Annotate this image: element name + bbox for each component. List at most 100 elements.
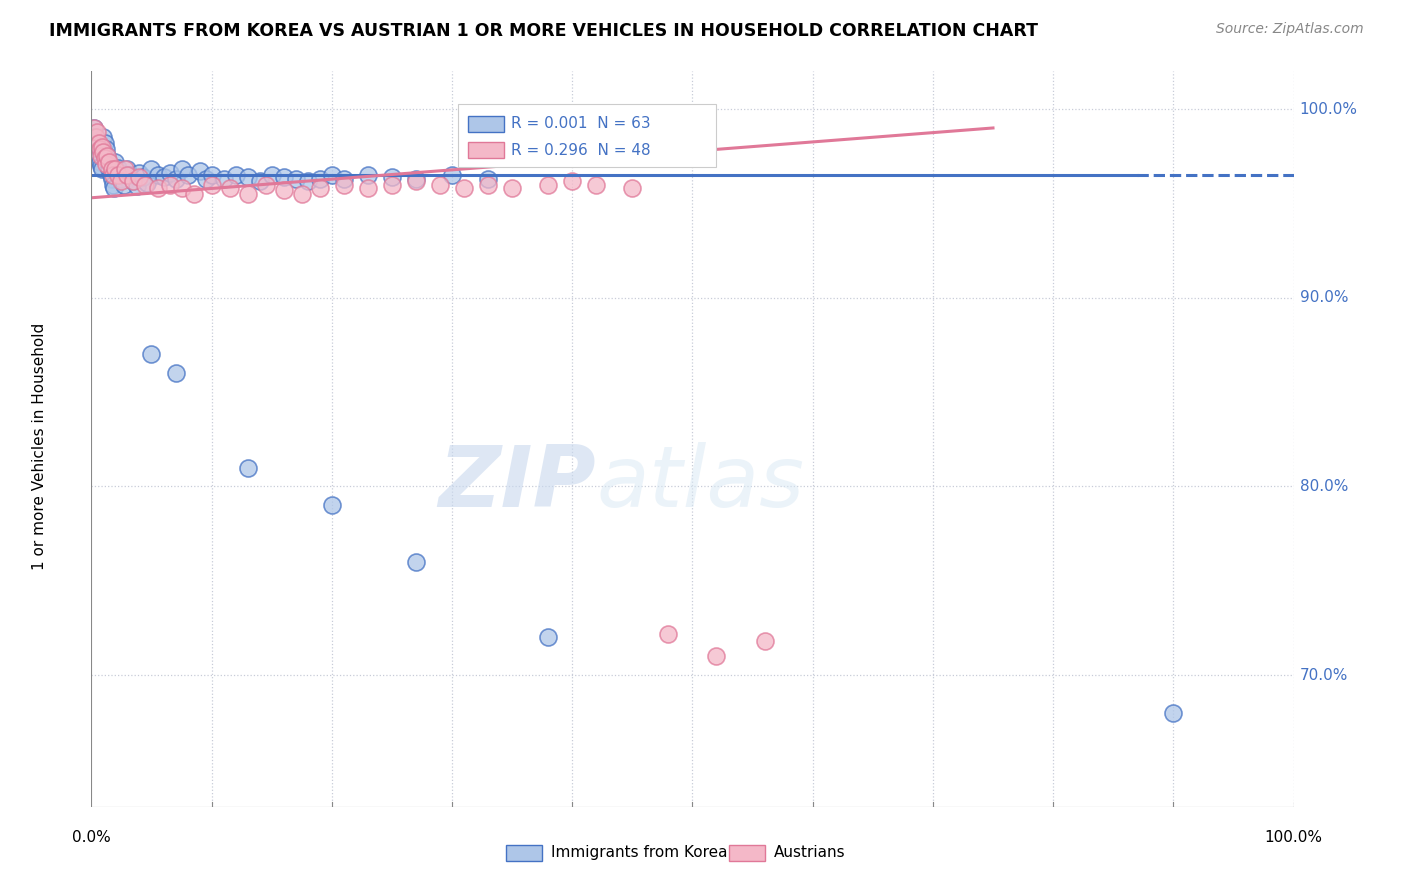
Point — [87, 136, 110, 150]
Point — [405, 172, 427, 186]
Point — [141, 347, 163, 361]
Point — [94, 157, 117, 171]
Point — [90, 149, 112, 163]
Point — [152, 169, 174, 184]
Point — [333, 172, 356, 186]
Point — [104, 155, 127, 169]
Point — [117, 162, 139, 177]
Point — [754, 634, 776, 648]
Text: Immigrants from Korea: Immigrants from Korea — [551, 846, 727, 861]
Bar — [506, 845, 543, 861]
Point — [90, 159, 112, 173]
Point — [84, 130, 107, 145]
Point — [117, 168, 139, 182]
Point — [212, 172, 235, 186]
Point — [381, 169, 404, 184]
Point — [297, 174, 319, 188]
Point — [284, 172, 307, 186]
Point — [101, 178, 124, 192]
Point — [165, 366, 187, 380]
Point — [201, 168, 224, 182]
Point — [440, 168, 463, 182]
Point — [135, 176, 157, 190]
Point — [112, 178, 135, 192]
Point — [128, 169, 150, 184]
Point — [122, 174, 145, 188]
Text: ZIP: ZIP — [439, 442, 596, 525]
Point — [453, 181, 475, 195]
Point — [93, 145, 115, 160]
FancyBboxPatch shape — [458, 104, 717, 167]
Point — [201, 178, 224, 192]
Text: 100.0%: 100.0% — [1299, 102, 1358, 117]
Point — [706, 649, 728, 664]
Point — [561, 174, 583, 188]
Point — [176, 168, 198, 182]
Point — [225, 168, 247, 182]
Point — [84, 130, 107, 145]
Text: R = 0.001  N = 63: R = 0.001 N = 63 — [510, 116, 651, 131]
Point — [104, 162, 127, 177]
Point — [83, 120, 105, 135]
Point — [118, 168, 141, 182]
Point — [218, 181, 240, 195]
Point — [87, 149, 110, 163]
Text: 1 or more Vehicles in Household: 1 or more Vehicles in Household — [32, 322, 46, 570]
Point — [308, 181, 330, 195]
Point — [236, 187, 259, 202]
Point — [91, 140, 114, 154]
Point — [128, 166, 150, 180]
Point — [84, 140, 107, 154]
Point — [357, 181, 380, 195]
Point — [93, 151, 115, 165]
Point — [146, 181, 169, 195]
Point — [146, 168, 169, 182]
Point — [170, 162, 193, 177]
Point — [96, 149, 118, 163]
Point — [429, 178, 451, 192]
Point — [477, 172, 499, 186]
Point — [585, 178, 607, 192]
Point — [134, 178, 156, 192]
Point — [98, 162, 121, 177]
Point — [501, 181, 523, 195]
Text: R = 0.296  N = 48: R = 0.296 N = 48 — [510, 143, 651, 158]
Point — [477, 178, 499, 192]
Point — [93, 130, 115, 145]
Text: 100.0%: 100.0% — [1264, 830, 1323, 845]
Point — [89, 155, 111, 169]
Point — [110, 166, 132, 180]
Point — [110, 172, 132, 186]
Point — [405, 174, 427, 188]
Point — [103, 181, 125, 195]
Text: 80.0%: 80.0% — [1299, 479, 1348, 494]
Point — [141, 162, 163, 177]
Point — [537, 178, 560, 192]
Text: Austrians: Austrians — [775, 846, 846, 861]
Point — [405, 555, 427, 569]
Point — [308, 172, 330, 186]
Point — [333, 178, 356, 192]
Point — [170, 181, 193, 195]
Point — [291, 187, 314, 202]
Point — [114, 162, 136, 177]
Point — [86, 125, 108, 139]
Point — [97, 155, 120, 169]
Point — [125, 179, 148, 194]
Point — [273, 169, 295, 184]
Point — [236, 460, 259, 475]
Point — [98, 155, 121, 169]
Point — [1161, 706, 1184, 720]
Text: 0.0%: 0.0% — [72, 830, 111, 845]
Point — [249, 174, 271, 188]
Point — [101, 172, 124, 186]
Bar — [728, 845, 765, 861]
Point — [83, 120, 105, 135]
Bar — [468, 116, 503, 132]
Point — [107, 161, 129, 175]
Point — [321, 499, 343, 513]
Point — [321, 168, 343, 182]
Bar — [468, 142, 503, 158]
Point — [537, 631, 560, 645]
Point — [236, 169, 259, 184]
